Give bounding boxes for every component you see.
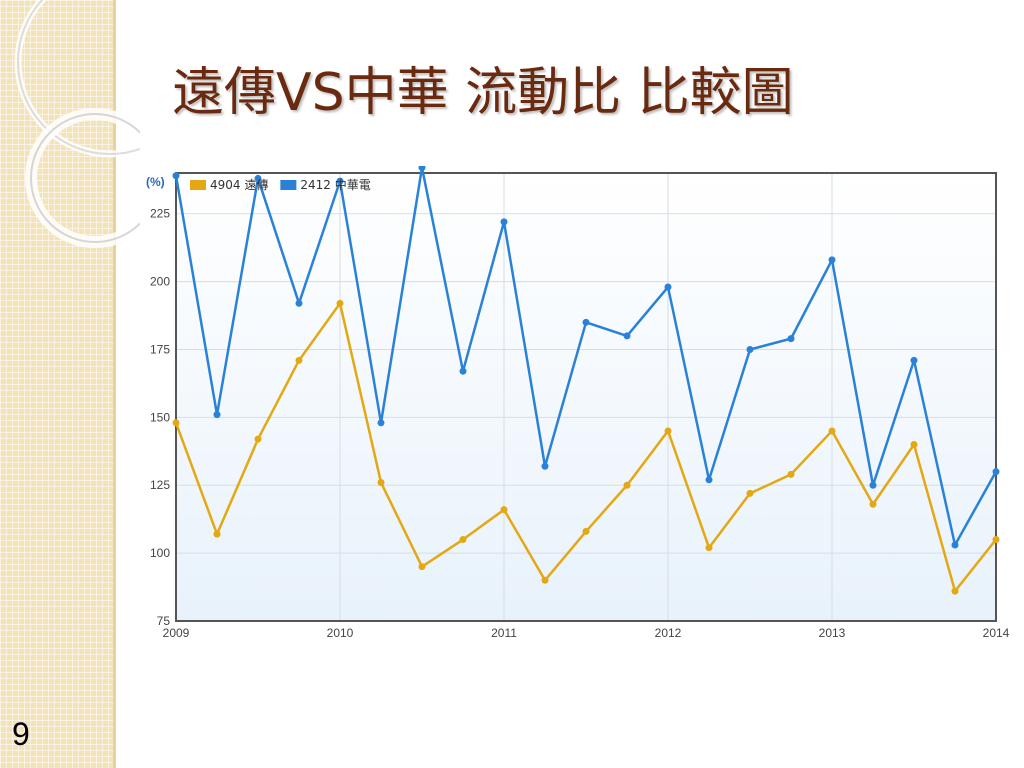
- y-tick-label: 100: [150, 546, 170, 560]
- data-point: [336, 177, 344, 185]
- data-point: [254, 435, 262, 443]
- data-point: [172, 172, 180, 180]
- x-tick-label: 2012: [655, 626, 682, 640]
- plot-frame: [175, 172, 997, 622]
- data-point: [213, 530, 221, 538]
- side-panel-edge: [113, 0, 116, 768]
- data-point: [623, 481, 631, 489]
- legend-swatch-1: [190, 180, 206, 190]
- data-point: [869, 481, 877, 489]
- data-point: [459, 367, 467, 375]
- data-point: [992, 536, 1000, 544]
- y-tick-label: 150: [150, 410, 170, 424]
- data-point: [869, 500, 877, 508]
- data-point: [828, 427, 836, 435]
- data-point: [213, 411, 221, 419]
- data-point: [664, 283, 672, 291]
- legend-swatch-2: [280, 180, 297, 190]
- x-tick-label: 2011: [491, 626, 517, 640]
- plot-background: [176, 173, 996, 621]
- data-point: [582, 527, 590, 535]
- data-point: [172, 419, 180, 427]
- y-tick-label: 125: [150, 478, 170, 492]
- data-point: [951, 587, 959, 595]
- data-point: [705, 476, 713, 484]
- data-point: [336, 299, 344, 307]
- data-point: [787, 470, 795, 478]
- x-tick-label: 2009: [163, 626, 190, 640]
- data-point: [254, 174, 262, 182]
- data-point: [582, 318, 590, 326]
- ring-outer-shade: [17, 0, 140, 155]
- legend-label-1: 4904 遠傳: [210, 178, 268, 192]
- decorative-rings: [14, 0, 140, 248]
- x-tick-label: 2013: [819, 626, 846, 640]
- data-point: [910, 441, 918, 449]
- data-point: [541, 576, 549, 584]
- data-point: [500, 506, 508, 514]
- line-chart: 75 100 125 150 175 200 225 2009 2010 2011 2012 2013…: [130, 164, 1020, 656]
- data-point: [910, 356, 918, 364]
- data-point: [787, 335, 795, 343]
- data-point: [418, 164, 426, 172]
- ring-inner: [25, 108, 140, 248]
- data-point: [295, 299, 303, 307]
- ring-inner-shade: [30, 113, 140, 243]
- data-point: [541, 462, 549, 470]
- data-point: [664, 427, 672, 435]
- legend-label-2: 2412 中華電: [300, 177, 370, 192]
- y-tick-label: 200: [150, 275, 170, 289]
- data-point: [705, 544, 713, 552]
- data-point: [746, 345, 754, 353]
- chart-svg: 75 100 125 150 175 200 225 2009 2010 2011 2012 2013…: [146, 164, 1010, 640]
- y-tick-label: 75: [157, 614, 171, 628]
- data-point: [951, 541, 959, 549]
- data-point: [295, 356, 303, 364]
- data-point: [992, 468, 1000, 476]
- y-axis-unit-label: (%): [146, 175, 165, 189]
- data-point: [377, 479, 385, 487]
- data-point: [377, 419, 385, 427]
- x-tick-label: 2014: [983, 626, 1010, 640]
- data-point: [623, 332, 631, 340]
- data-point: [459, 536, 467, 544]
- y-tick-label: 175: [150, 342, 170, 356]
- data-point: [828, 256, 836, 264]
- slide-title: 遠傳VS中華 流動比 比較圖: [172, 63, 794, 123]
- data-point: [500, 218, 508, 226]
- ring-outer: [14, 0, 140, 158]
- y-tick-label: 225: [150, 207, 170, 221]
- page-number: 9: [12, 716, 30, 752]
- x-tick-label: 2010: [327, 626, 354, 640]
- data-point: [418, 563, 426, 571]
- data-point: [746, 489, 754, 497]
